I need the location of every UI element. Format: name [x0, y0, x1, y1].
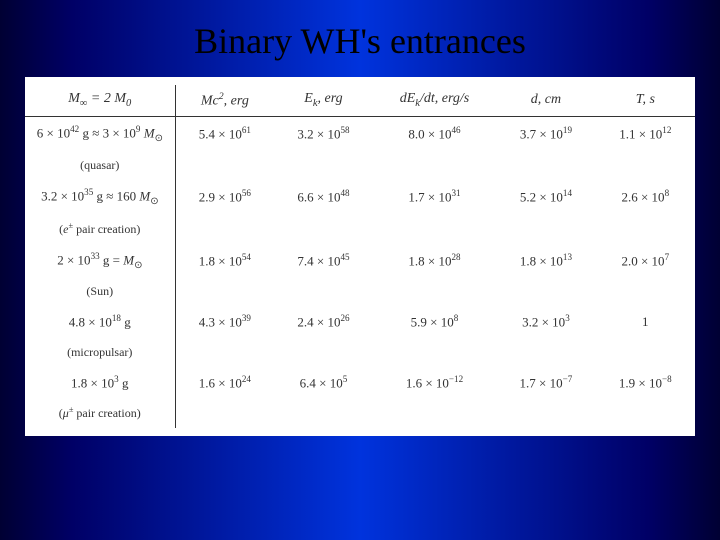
- cell-mc2: 1.8 × 1054: [175, 244, 274, 278]
- cell-mc2: 1.6 × 1024: [175, 367, 274, 398]
- cell-ek: 3.2 × 1058: [274, 116, 373, 150]
- cell-dek: 1.7 × 1031: [373, 180, 497, 214]
- table-row-label: (quasar): [25, 151, 695, 180]
- cell-dek: 1.8 × 1028: [373, 244, 497, 278]
- cell-label: (e± pair creation): [25, 214, 175, 244]
- data-table: M∞ = 2 M0 Mc2, erg Ek, erg dEk/dt, erg/s…: [25, 85, 695, 428]
- cell-t: 1.9 × 10−8: [596, 367, 695, 398]
- table-row: 3.2 × 1035 g ≈ 160 M⊙ 2.9 × 1056 6.6 × 1…: [25, 180, 695, 214]
- cell-label: (micropulsar): [25, 338, 175, 367]
- table-row-label: (Sun): [25, 277, 695, 306]
- table-row-label: (μ± pair creation): [25, 398, 695, 428]
- cell-mass: 3.2 × 1035 g ≈ 160 M⊙: [25, 180, 175, 214]
- cell-dek: 5.9 × 108: [373, 306, 497, 337]
- table-row: 2 × 1033 g = M⊙ 1.8 × 1054 7.4 × 1045 1.…: [25, 244, 695, 278]
- table-row-label: (micropulsar): [25, 338, 695, 367]
- cell-mass: 2 × 1033 g = M⊙: [25, 244, 175, 278]
- header-d: d, cm: [496, 85, 595, 116]
- cell-d: 1.7 × 10−7: [496, 367, 595, 398]
- table-row: 6 × 1042 g ≈ 3 × 109 M⊙ 5.4 × 1061 3.2 ×…: [25, 116, 695, 150]
- header-dek: dEk/dt, erg/s: [373, 85, 497, 116]
- table-body: 6 × 1042 g ≈ 3 × 109 M⊙ 5.4 × 1061 3.2 ×…: [25, 116, 695, 428]
- cell-t: 2.6 × 108: [596, 180, 695, 214]
- table-header-row: M∞ = 2 M0 Mc2, erg Ek, erg dEk/dt, erg/s…: [25, 85, 695, 116]
- slide-title: Binary WH's entrances: [0, 0, 720, 77]
- data-table-container: M∞ = 2 M0 Mc2, erg Ek, erg dEk/dt, erg/s…: [25, 77, 695, 436]
- header-mc2: Mc2, erg: [175, 85, 274, 116]
- cell-mass: 4.8 × 1018 g: [25, 306, 175, 337]
- cell-mc2: 2.9 × 1056: [175, 180, 274, 214]
- cell-mass: 6 × 1042 g ≈ 3 × 109 M⊙: [25, 116, 175, 150]
- header-ek: Ek, erg: [274, 85, 373, 116]
- cell-dek: 8.0 × 1046: [373, 116, 497, 150]
- cell-d: 1.8 × 1013: [496, 244, 595, 278]
- cell-d: 3.7 × 1019: [496, 116, 595, 150]
- table-row: 4.8 × 1018 g 4.3 × 1039 2.4 × 1026 5.9 ×…: [25, 306, 695, 337]
- table-row-label: (e± pair creation): [25, 214, 695, 244]
- cell-label: (Sun): [25, 277, 175, 306]
- cell-mass: 1.8 × 103 g: [25, 367, 175, 398]
- cell-ek: 6.4 × 105: [274, 367, 373, 398]
- cell-t: 2.0 × 107: [596, 244, 695, 278]
- cell-label: (μ± pair creation): [25, 398, 175, 428]
- cell-ek: 7.4 × 1045: [274, 244, 373, 278]
- cell-t: 1.1 × 1012: [596, 116, 695, 150]
- cell-t: 1: [596, 306, 695, 337]
- cell-dek: 1.6 × 10−12: [373, 367, 497, 398]
- cell-d: 5.2 × 1014: [496, 180, 595, 214]
- cell-ek: 2.4 × 1026: [274, 306, 373, 337]
- cell-label: (quasar): [25, 151, 175, 180]
- header-mass: M∞ = 2 M0: [25, 85, 175, 116]
- cell-mc2: 4.3 × 1039: [175, 306, 274, 337]
- table-row: 1.8 × 103 g 1.6 × 1024 6.4 × 105 1.6 × 1…: [25, 367, 695, 398]
- header-t: T, s: [596, 85, 695, 116]
- cell-mc2: 5.4 × 1061: [175, 116, 274, 150]
- cell-d: 3.2 × 103: [496, 306, 595, 337]
- cell-ek: 6.6 × 1048: [274, 180, 373, 214]
